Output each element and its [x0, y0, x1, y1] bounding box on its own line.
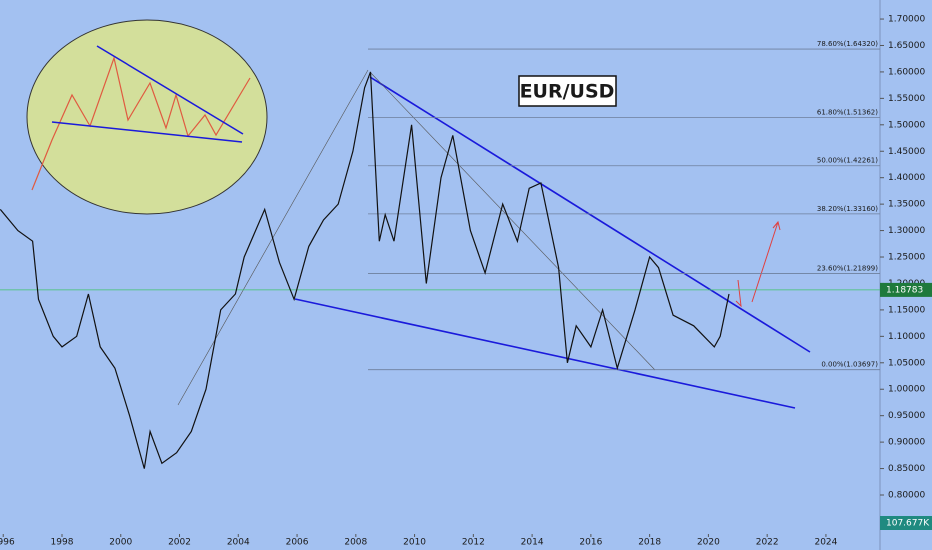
x-tick-label: 2016: [579, 538, 602, 548]
trendline: [369, 71, 656, 371]
x-tick-label: 2018: [638, 538, 661, 548]
y-tick-label: 1.35000: [888, 200, 925, 210]
volume-label: 107.677K: [886, 519, 930, 529]
inset-line: [51, 121, 243, 143]
y-tick-label: 0.85000: [888, 464, 925, 474]
y-tick-label: 1.15000: [888, 305, 925, 315]
y-tick-label: 0.90000: [888, 438, 925, 448]
x-tick-label: 2002: [168, 538, 191, 548]
last-price-label: 1.18783: [886, 285, 923, 295]
y-tick-label: 1.55000: [888, 94, 925, 104]
y-tick-label: 0.80000: [888, 491, 925, 501]
pattern-inset: [26, 19, 268, 215]
inset-line: [96, 45, 244, 135]
x-tick-label: 1996: [0, 538, 15, 548]
inset-ellipse: [26, 19, 268, 215]
x-tick-label: 2006: [286, 538, 309, 548]
x-tick-label: 2022: [756, 538, 779, 548]
inset-path: [31, 55, 251, 191]
y-tick-label: 1.45000: [888, 147, 925, 157]
fib-label: 78.60%(1.64320): [817, 40, 878, 48]
x-tick-label: 2000: [109, 538, 132, 548]
last-price-box: [880, 282, 932, 297]
fib-label: 50.00%(1.42261): [817, 157, 878, 165]
y-tick-label: 1.65000: [888, 41, 925, 51]
y-tick-label: 1.10000: [888, 332, 925, 342]
trendline: [294, 298, 796, 409]
y-tick-label: 1.70000: [888, 15, 925, 25]
price-line: [0, 71, 730, 469]
x-tick-label: 2008: [344, 538, 367, 548]
fib-label: 61.80%(1.51362): [817, 109, 878, 117]
y-tick-label: 1.40000: [888, 173, 925, 183]
x-tick-label: 2024: [814, 538, 837, 548]
chart-title: EUR/USD: [520, 81, 615, 103]
arrow: [751, 220, 781, 303]
y-tick-label: 0.95000: [888, 411, 925, 421]
x-tick-label: 2010: [403, 538, 426, 548]
y-tick-label: 1.25000: [888, 253, 925, 263]
fib-label: 38.20%(1.33160): [817, 205, 878, 213]
x-tick-label: 2004: [227, 538, 250, 548]
x-tick-label: 2014: [521, 538, 544, 548]
x-tick-label: 2020: [697, 538, 720, 548]
trendline: [369, 76, 811, 353]
volume-box: [880, 516, 932, 530]
x-tick-label: 2012: [462, 538, 485, 548]
y-tick-label: 1.00000: [888, 385, 925, 395]
y-tick-label: 1.30000: [888, 226, 925, 236]
title-box: [518, 75, 617, 107]
y-tick-label: 1.50000: [888, 120, 925, 130]
fib-label: 23.60%(1.21899): [817, 264, 878, 272]
y-tick-label: 1.60000: [888, 67, 925, 77]
y-tick-label: 1.05000: [888, 358, 925, 368]
x-tick-label: 1998: [51, 538, 74, 548]
price-axis: [880, 0, 932, 550]
fib-label: 0.00%(1.03697): [821, 361, 878, 369]
arrow: [735, 279, 742, 308]
